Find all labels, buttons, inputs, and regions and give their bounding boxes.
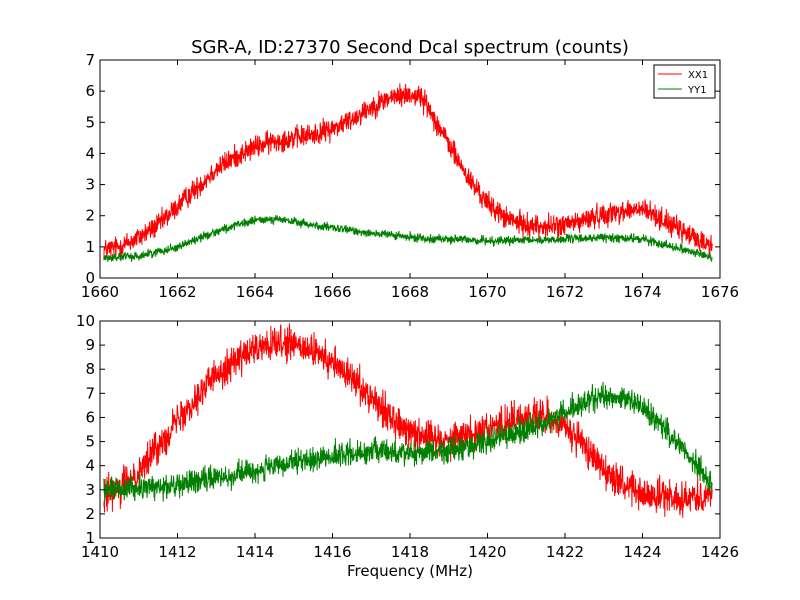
legend-label-yy1: YY1 [687, 85, 707, 96]
y-tick-label: 6 [85, 82, 95, 100]
y-tick-label: 9 [85, 336, 95, 354]
y-tick-label: 10 [76, 312, 95, 330]
y-tick-label: 7 [85, 384, 95, 402]
x-tick-label: 1672 [546, 283, 584, 301]
y-tick-label: 0 [85, 269, 95, 287]
x-tick-label: 1412 [158, 543, 196, 561]
x-tick-label: 1422 [546, 543, 584, 561]
y-tick-label: 2 [85, 505, 95, 523]
x-tick-label: 1416 [313, 543, 351, 561]
x-tick-label: 1414 [236, 543, 274, 561]
x-tick-label: 1676 [701, 283, 739, 301]
x-tick-label: 1420 [468, 543, 506, 561]
x-tick-label: 1418 [391, 543, 429, 561]
series-yy1-line [103, 381, 713, 502]
y-tick-label: 4 [85, 144, 95, 162]
x-tick-label: 1424 [623, 543, 661, 561]
series-xx1-line [103, 323, 713, 518]
x-tick-label: 1662 [158, 283, 196, 301]
y-tick-label: 8 [85, 360, 95, 378]
y-tick-label: 3 [85, 176, 95, 194]
x-tick-label: 1670 [468, 283, 506, 301]
y-tick-label: 1 [85, 529, 95, 547]
y-tick-label: 1 [85, 238, 95, 256]
series-xx1-line [103, 83, 713, 261]
panel-2: 1410 1412 1414 1416 1418 1420 1422 1424 1426 1 2 3 4… [76, 312, 739, 561]
y-tick-label: 5 [85, 433, 95, 451]
x-tick-label: 1660 [81, 283, 119, 301]
y-tick-label: 6 [85, 408, 95, 426]
y-tick-label: 7 [85, 51, 95, 69]
chart-title: SGR-A, ID:27370 Second Dcal spectrum (co… [191, 37, 629, 58]
panel-1: 1660 1662 1664 1666 1668 1670 1672 1674 1676 0 1 2 3… [81, 51, 739, 301]
legend-box [653, 64, 716, 99]
y-tick-label: 4 [85, 457, 95, 475]
x-axis-label: Frequency (MHz) [347, 562, 473, 580]
legend-label-xx1: XX1 [688, 70, 708, 81]
x-tick-label: 1666 [313, 283, 351, 301]
x-tick-label: 1674 [623, 283, 661, 301]
x-tick-label: 1410 [81, 543, 119, 561]
x-tick-label: 1426 [701, 543, 739, 561]
y-tick-label: 2 [85, 207, 95, 225]
y-tick-label: 5 [85, 113, 95, 131]
x-tick-label: 1664 [236, 283, 274, 301]
y-tick-label: 3 [85, 481, 95, 499]
series-yy1-line [103, 215, 713, 262]
x-tick-label: 1668 [391, 283, 429, 301]
